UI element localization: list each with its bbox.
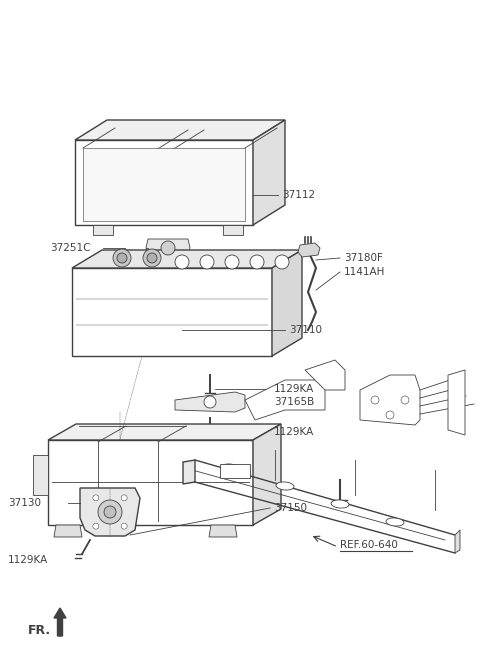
Polygon shape [220, 464, 250, 478]
Text: 37130: 37130 [8, 498, 41, 508]
Circle shape [98, 500, 122, 524]
Polygon shape [175, 392, 245, 412]
Circle shape [401, 396, 409, 404]
Text: 37112: 37112 [282, 190, 315, 200]
Circle shape [93, 523, 99, 529]
Circle shape [93, 495, 99, 501]
Polygon shape [253, 424, 281, 525]
Ellipse shape [331, 500, 349, 508]
Text: 37150: 37150 [274, 503, 307, 513]
Ellipse shape [276, 482, 294, 490]
Circle shape [225, 255, 239, 269]
Polygon shape [72, 268, 272, 356]
Circle shape [275, 255, 289, 269]
Polygon shape [245, 380, 325, 420]
Circle shape [121, 523, 127, 529]
FancyArrow shape [54, 608, 66, 636]
Polygon shape [272, 250, 302, 356]
Ellipse shape [386, 518, 404, 526]
Polygon shape [448, 370, 465, 435]
Text: 1129KA: 1129KA [274, 384, 314, 394]
Text: 37165B: 37165B [274, 397, 314, 407]
Circle shape [386, 411, 394, 419]
Polygon shape [223, 225, 243, 235]
Text: 1129KA: 1129KA [8, 555, 48, 565]
Polygon shape [93, 225, 113, 235]
Polygon shape [75, 140, 253, 225]
Circle shape [147, 253, 157, 263]
Polygon shape [146, 239, 190, 257]
Text: 1129KA: 1129KA [274, 427, 314, 437]
Circle shape [143, 249, 161, 267]
Polygon shape [455, 530, 460, 553]
Polygon shape [75, 120, 285, 140]
Circle shape [121, 495, 127, 501]
Circle shape [371, 396, 379, 404]
Circle shape [104, 506, 116, 518]
Polygon shape [83, 148, 245, 221]
Circle shape [204, 396, 216, 408]
Circle shape [113, 249, 131, 267]
Text: 37251C: 37251C [50, 243, 91, 253]
Polygon shape [360, 375, 420, 425]
Text: 1141AH: 1141AH [344, 267, 385, 277]
Ellipse shape [221, 464, 239, 472]
Polygon shape [183, 460, 195, 484]
Polygon shape [48, 440, 253, 525]
Circle shape [175, 255, 189, 269]
Polygon shape [80, 488, 140, 536]
Text: 37110: 37110 [289, 325, 322, 335]
Polygon shape [305, 360, 345, 390]
Circle shape [161, 241, 175, 255]
Polygon shape [33, 455, 48, 495]
Polygon shape [72, 250, 302, 268]
Polygon shape [54, 525, 82, 537]
Text: FR.: FR. [28, 623, 51, 636]
Polygon shape [298, 243, 320, 257]
Polygon shape [253, 120, 285, 225]
Circle shape [250, 255, 264, 269]
Circle shape [200, 255, 214, 269]
Text: REF.60-640: REF.60-640 [340, 540, 398, 550]
Circle shape [117, 253, 127, 263]
Polygon shape [48, 424, 281, 440]
Polygon shape [209, 525, 237, 537]
Text: 37180F: 37180F [344, 253, 383, 263]
